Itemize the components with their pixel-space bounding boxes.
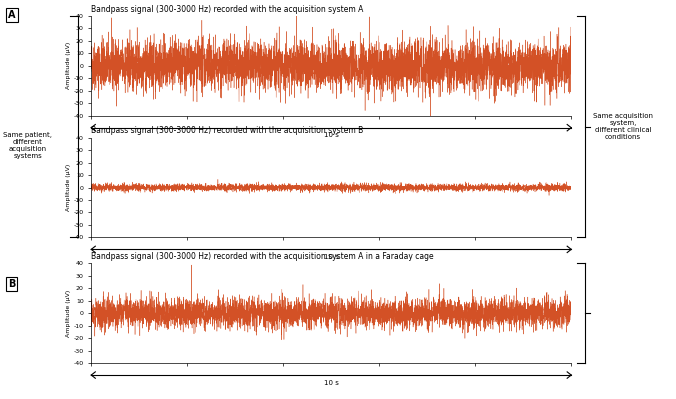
Y-axis label: Amplitude (µV): Amplitude (µV) [66,164,71,211]
Text: B: B [8,279,16,289]
Text: 10 s: 10 s [324,380,339,386]
Y-axis label: Amplitude (µV): Amplitude (µV) [66,42,71,89]
Text: A: A [8,10,16,20]
Text: Bandpass signal (300-3000 Hz) recorded with the acquisition system B: Bandpass signal (300-3000 Hz) recorded w… [91,126,364,136]
Text: Bandpass signal (300-3000 Hz) recorded with the acquisition system A: Bandpass signal (300-3000 Hz) recorded w… [91,5,364,14]
Text: Same patient,
different
acquisition
systems: Same patient, different acquisition syst… [3,132,52,159]
Text: 10 s: 10 s [324,254,339,260]
Text: Bandpass signal (300-3000 Hz) recorded with the acquisition system A in a Farada: Bandpass signal (300-3000 Hz) recorded w… [91,252,434,261]
Text: 10 s: 10 s [324,132,339,138]
Text: Same acquisition
system,
different clinical
conditions: Same acquisition system, different clini… [593,113,653,140]
Y-axis label: Amplitude (µV): Amplitude (µV) [66,290,71,337]
